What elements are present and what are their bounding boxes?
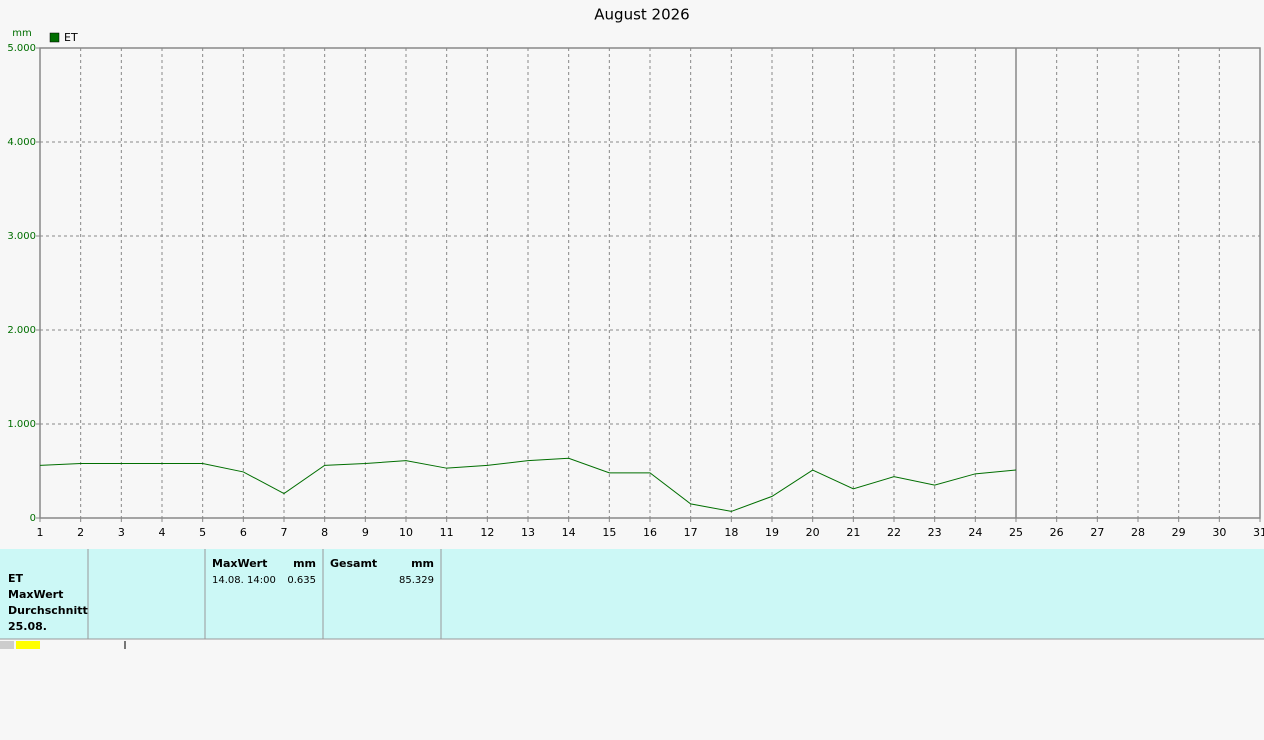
chart-title: August 2026 — [594, 6, 689, 24]
x-tick-label: 28 — [1131, 526, 1145, 539]
x-tick-label: 29 — [1172, 526, 1186, 539]
x-tick-label: 1 — [37, 526, 44, 539]
cell: 85.329 — [399, 575, 434, 586]
series-line — [39, 457, 1017, 512]
x-tick-label: 25 — [1009, 526, 1023, 539]
column-unit: mm — [411, 557, 434, 570]
x-tick-label: 8 — [321, 526, 328, 539]
x-tick-label: 11 — [440, 526, 454, 539]
table-label: ET — [8, 572, 24, 585]
x-tick-label: 23 — [928, 526, 942, 539]
legend-label: ET — [64, 31, 78, 44]
table-panel — [0, 549, 1264, 639]
x-tick-label: 30 — [1212, 526, 1226, 539]
table-label: Durchschnitt — [8, 604, 88, 617]
x-tick-label: 7 — [281, 526, 288, 539]
x-tick-label: 13 — [521, 526, 535, 539]
x-tick-label: 26 — [1050, 526, 1064, 539]
x-tick-label: 14 — [562, 526, 576, 539]
x-tick-label: 31 — [1253, 526, 1264, 539]
x-tick-label: 21 — [846, 526, 860, 539]
table-label: MaxWert — [8, 588, 63, 601]
x-tick-label: 24 — [968, 526, 982, 539]
table-label: 25.08. — [8, 620, 47, 633]
y-tick-label: 4.000 — [7, 137, 36, 148]
x-tick-label: 6 — [240, 526, 247, 539]
cell: 0.635 — [287, 575, 316, 586]
x-tick-label: 10 — [399, 526, 413, 539]
plot-frame — [39, 47, 1261, 519]
x-tick-label: 12 — [480, 526, 494, 539]
y-tick-label: 2.000 — [7, 325, 36, 336]
x-tick-label: 5 — [199, 526, 206, 539]
y-tick-label: 5.000 — [7, 43, 36, 54]
x-tick-label: 2 — [77, 526, 84, 539]
x-tick-label: 3 — [118, 526, 125, 539]
column-unit: mm — [293, 557, 316, 570]
x-tick-label: 9 — [362, 526, 369, 539]
strip-block — [0, 641, 14, 649]
x-tick-label: 20 — [806, 526, 820, 539]
x-tick-label: 27 — [1090, 526, 1104, 539]
x-tick-label: 18 — [724, 526, 738, 539]
column-header: MaxWert — [212, 557, 267, 570]
y-tick-label: 0 — [30, 513, 36, 524]
y-tick-label: 3.000 — [7, 231, 36, 242]
x-tick-label: 4 — [159, 526, 166, 539]
x-tick-label: 22 — [887, 526, 901, 539]
column-header: Gesamt — [330, 557, 377, 570]
strip-block — [16, 641, 40, 649]
x-tick-label: 16 — [643, 526, 657, 539]
x-tick-label: 19 — [765, 526, 779, 539]
y-unit: mm — [12, 28, 31, 39]
x-tick-label: 17 — [684, 526, 698, 539]
legend-swatch — [49, 32, 60, 43]
y-tick-label: 1.000 — [7, 419, 36, 430]
cell: 14.08. 14:00 — [212, 575, 276, 586]
x-tick-label: 15 — [602, 526, 616, 539]
